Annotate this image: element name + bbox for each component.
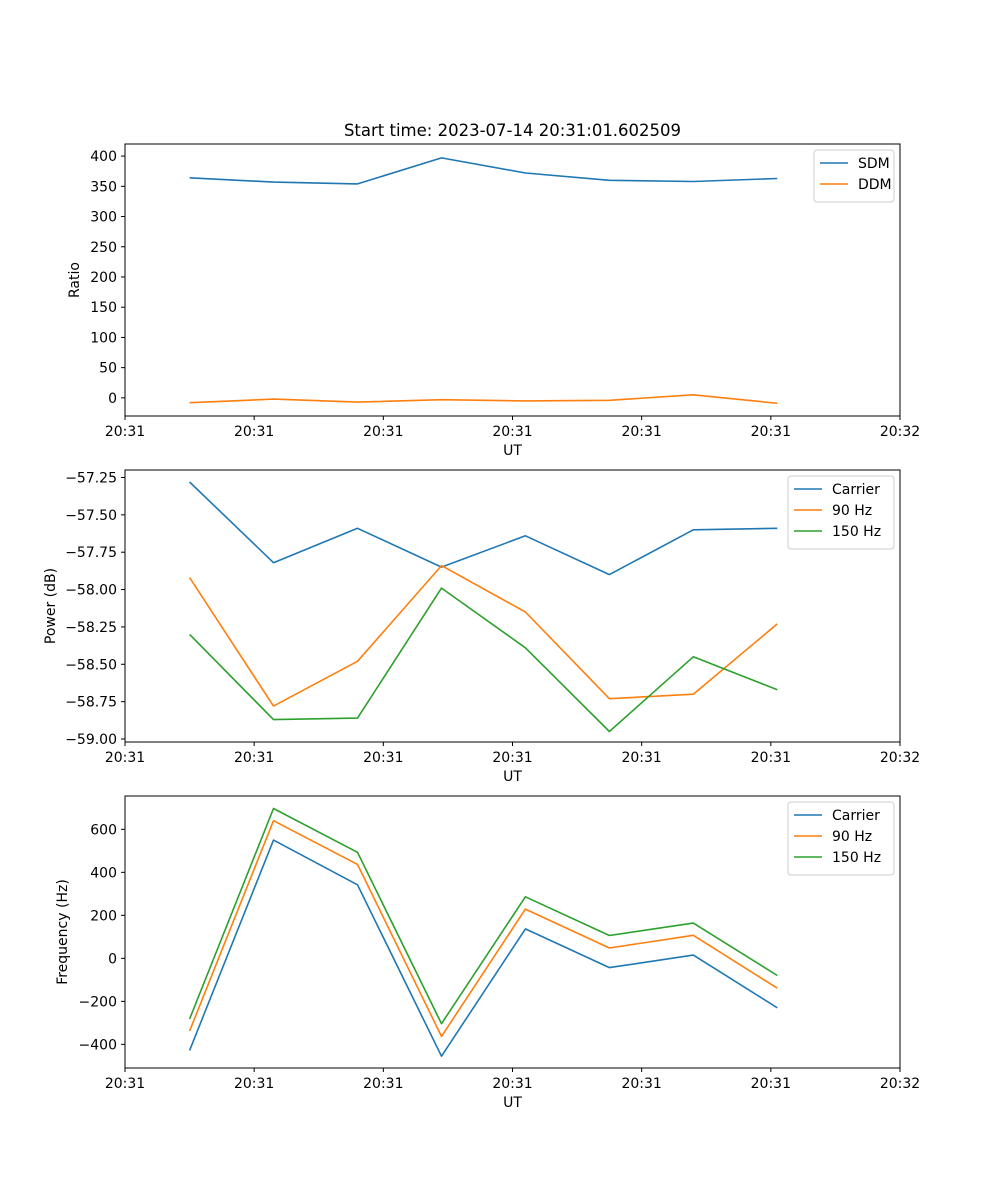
y-tick-label: 400 <box>90 149 117 165</box>
legend-label-carrier: Carrier <box>832 482 880 498</box>
y-tick-label: 100 <box>90 330 117 346</box>
legend-label-150-hz: 150 Hz <box>832 850 881 866</box>
legend: Carrier 90 Hz 150 Hz <box>787 801 895 876</box>
y-tick-label: 200 <box>90 270 117 286</box>
legend-label-ddm: DDM <box>858 177 892 193</box>
chart-2: 20:31 20:31 20:31 20:31 20:31 20:31 20:32 −59.0… <box>43 469 920 785</box>
y-tick-label: −57.25 <box>65 470 117 486</box>
x-tick-label: 20:31 <box>621 424 661 440</box>
legend-label-sdm: SDM <box>858 156 890 172</box>
y-tick-label: 250 <box>90 240 117 256</box>
series-line-carrier <box>188 839 778 1057</box>
x-tick-label: 20:31 <box>621 750 661 766</box>
x-tick-label: 20:32 <box>880 750 920 766</box>
chart-3: 20:31 20:31 20:31 20:31 20:31 20:31 20:32 −400 −… <box>55 795 920 1111</box>
x-axis-label: UT <box>503 443 522 459</box>
y-tick-label: 300 <box>90 210 117 226</box>
y-tick-label: −400 <box>79 1037 117 1053</box>
x-axis-label: UT <box>503 1095 522 1111</box>
x-tick-label: 20:31 <box>751 1076 791 1092</box>
legend-label-150-hz: 150 Hz <box>832 524 881 540</box>
y-tick-label: 0 <box>108 951 117 967</box>
x-tick-label: 20:31 <box>234 750 274 766</box>
y-tick-label: −200 <box>79 994 117 1010</box>
y-tick-label: −58.75 <box>65 695 117 711</box>
legend-label-carrier: Carrier <box>832 808 880 824</box>
series-line-ddm <box>189 393 778 405</box>
y-tick-label: −58.25 <box>65 620 117 636</box>
series-line-sdm <box>189 157 778 185</box>
x-tick-label: 20:31 <box>751 750 791 766</box>
figure-title: Start time: 2023-07-14 20:31:01.602509 <box>344 121 681 140</box>
x-tick-label: 20:31 <box>363 424 403 440</box>
x-tick-label: 20:32 <box>880 424 920 440</box>
y-tick-label: 0 <box>108 391 117 407</box>
x-tick-label: 20:31 <box>105 1076 145 1092</box>
x-tick-label: 20:31 <box>621 1076 661 1092</box>
series-line-150-hz <box>189 587 778 733</box>
x-tick-label: 20:32 <box>880 1076 920 1092</box>
y-tick-label: 200 <box>90 908 117 924</box>
y-axis-label: Ratio <box>67 262 83 298</box>
x-axis-label: UT <box>503 769 522 785</box>
y-tick-label: −57.75 <box>65 545 117 561</box>
legend-label-90-hz: 90 Hz <box>832 503 872 519</box>
y-axis-label: Power (dB) <box>43 568 59 644</box>
x-tick-label: 20:31 <box>363 750 403 766</box>
y-tick-label: 400 <box>90 865 117 881</box>
y-tick-label: −59.00 <box>65 732 117 748</box>
y-tick-label: −58.00 <box>65 583 117 599</box>
legend: SDM DDM <box>813 149 895 203</box>
x-tick-label: 20:31 <box>492 424 532 440</box>
series-line-90-hz <box>188 819 778 1038</box>
x-tick-label: 20:31 <box>105 424 145 440</box>
legend-label-90-hz: 90 Hz <box>832 829 872 845</box>
x-tick-label: 20:31 <box>363 1076 403 1092</box>
series-line-90-hz <box>188 564 778 707</box>
y-tick-label: 150 <box>90 300 117 316</box>
y-tick-label: 600 <box>90 822 117 838</box>
legend: Carrier 90 Hz 150 Hz <box>787 475 895 550</box>
series-line-carrier <box>189 481 778 576</box>
y-tick-label: 50 <box>99 361 117 377</box>
x-tick-label: 20:31 <box>492 750 532 766</box>
chart-1: 20:31 20:31 20:31 20:31 20:31 20:31 20:32 0 50 10… <box>67 143 920 459</box>
x-tick-label: 20:31 <box>234 1076 274 1092</box>
y-tick-label: 350 <box>90 179 117 195</box>
x-tick-label: 20:31 <box>492 1076 532 1092</box>
x-tick-label: 20:31 <box>105 750 145 766</box>
series-line-150-hz <box>188 807 778 1025</box>
x-tick-label: 20:31 <box>234 424 274 440</box>
y-tick-label: −58.50 <box>65 657 117 673</box>
y-axis-label: Frequency (Hz) <box>55 879 71 985</box>
x-tick-label: 20:31 <box>751 424 791 440</box>
y-tick-label: −57.50 <box>65 508 117 524</box>
